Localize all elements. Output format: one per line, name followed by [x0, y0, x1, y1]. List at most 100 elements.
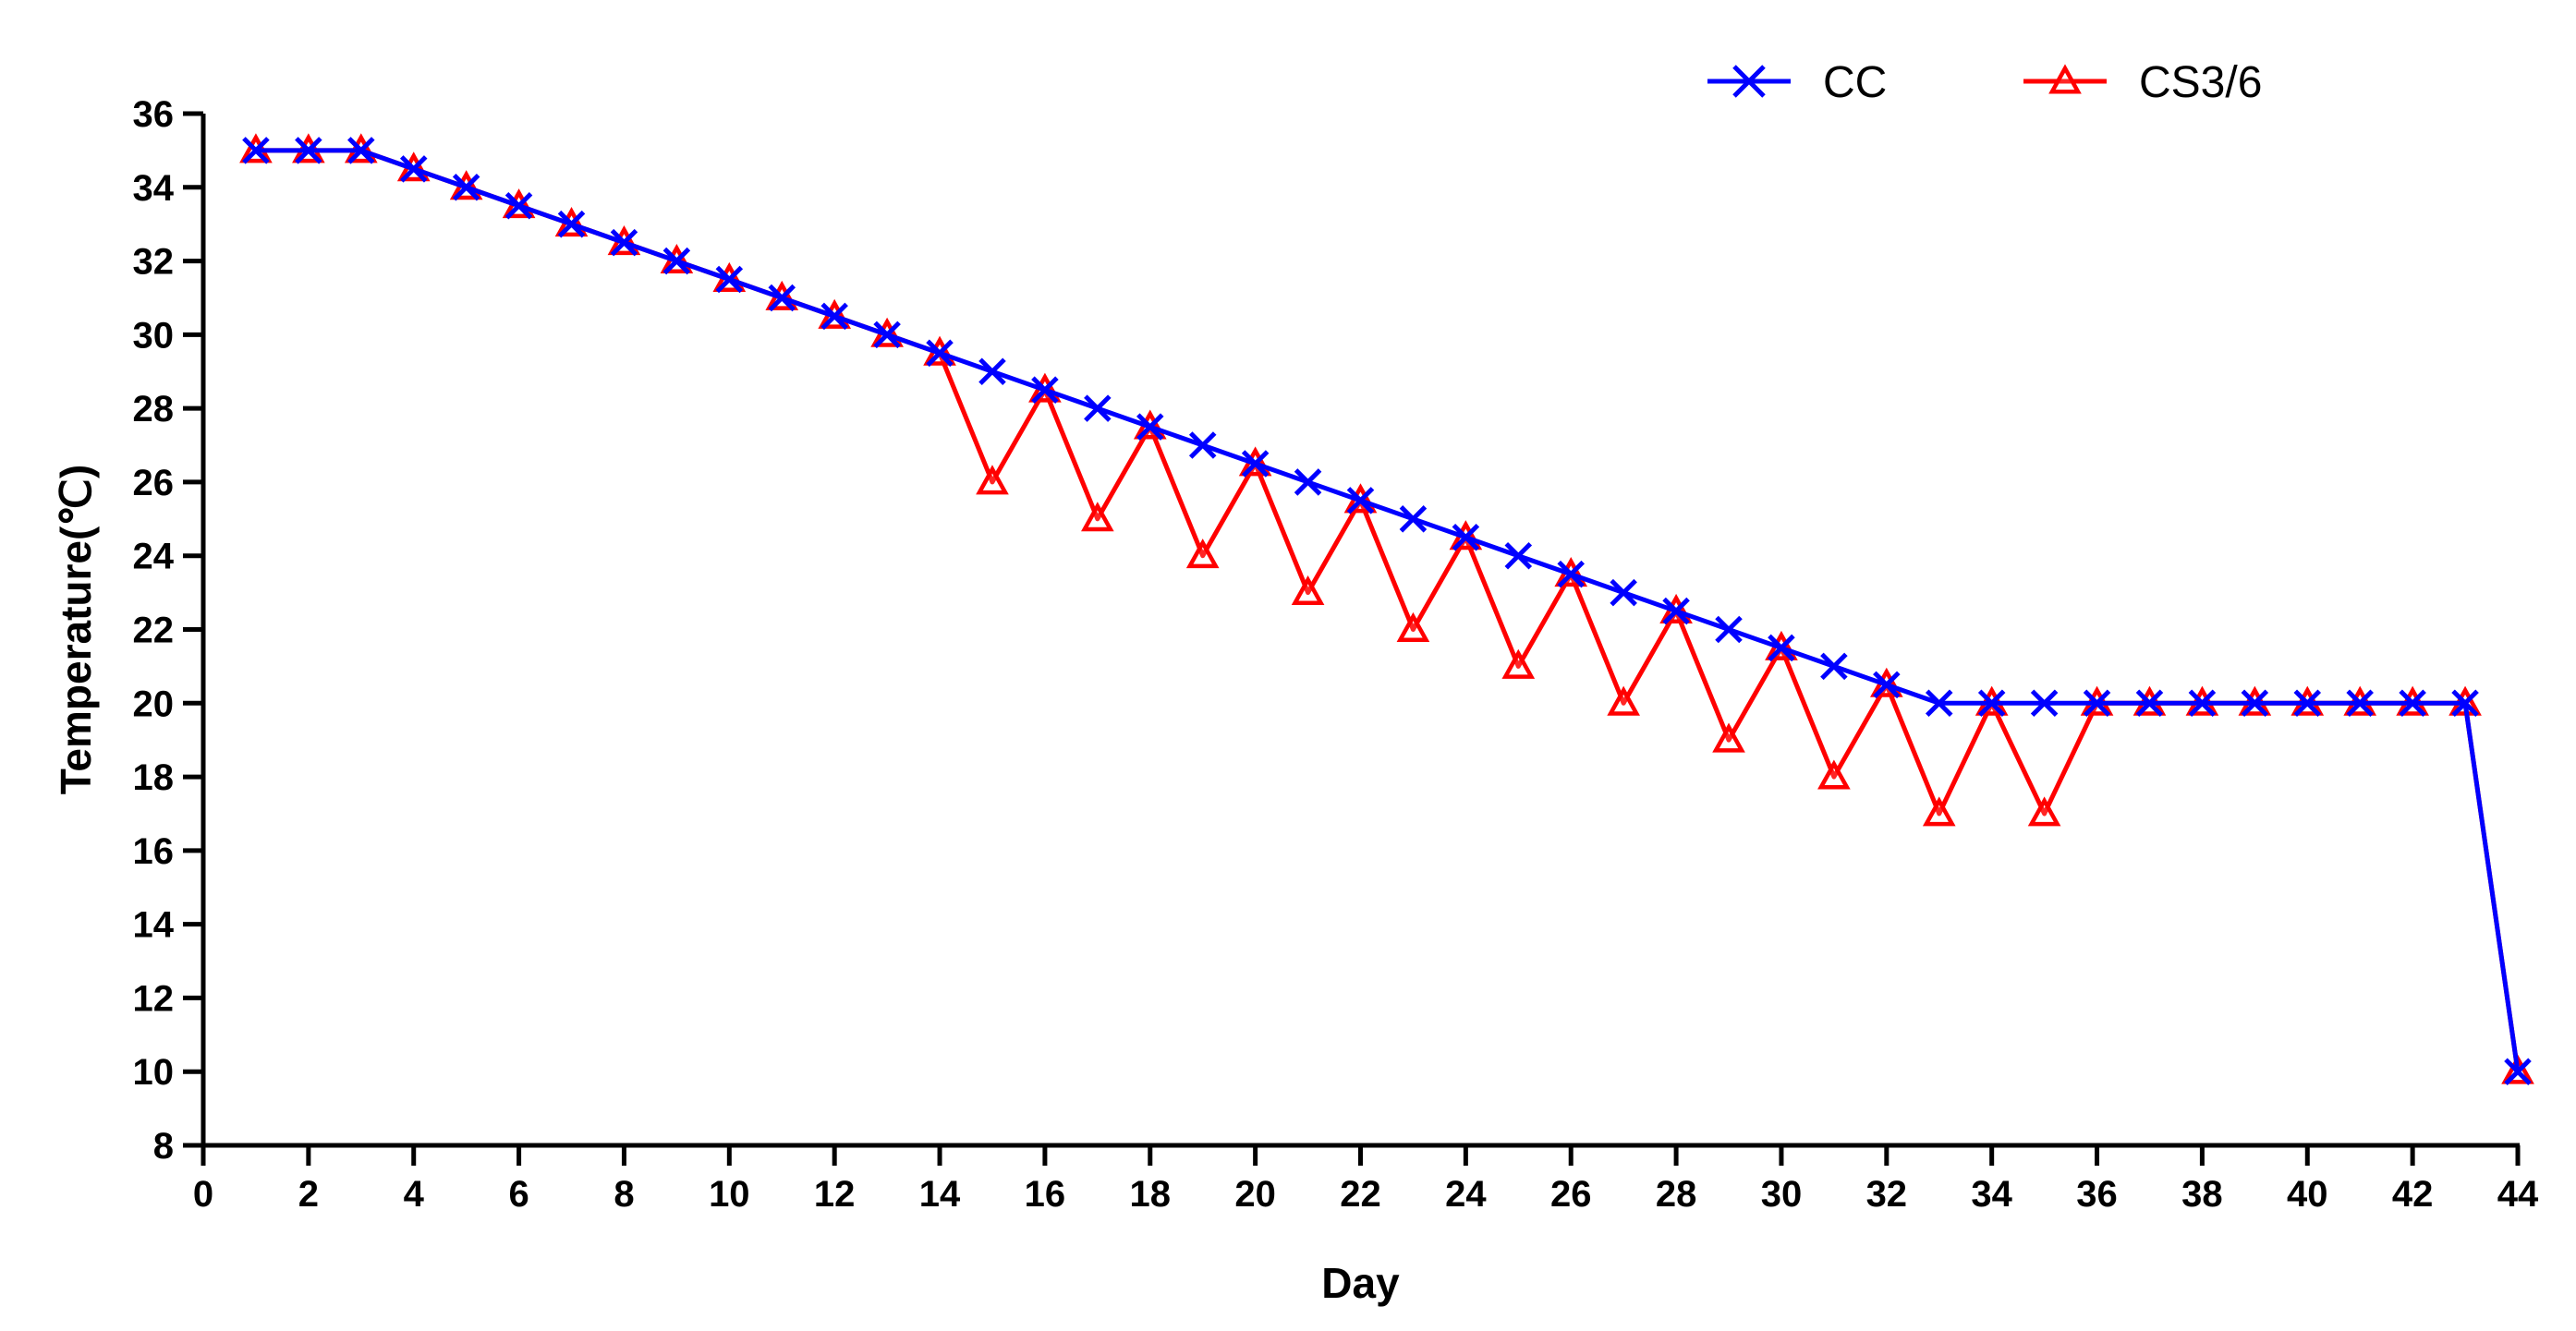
y-tick-label: 10	[133, 1052, 175, 1093]
data-point-cc-stroke-b	[926, 339, 954, 368]
series-layer	[239, 133, 2534, 1085]
data-point-cc-stroke-b	[2451, 689, 2479, 718]
data-point-cc-stroke-b	[295, 137, 322, 164]
data-point-cc-stroke-b	[2030, 689, 2059, 718]
data-point-cc	[715, 265, 744, 294]
data-point-cc	[820, 302, 848, 331]
data-point-cs3-6	[1081, 502, 1114, 532]
data-point-cc-stroke-b	[978, 357, 1006, 386]
data-point-cc	[2451, 689, 2479, 718]
x-tick-label: 24	[1445, 1174, 1487, 1215]
data-point-cc	[2083, 689, 2111, 718]
data-point-cc	[1452, 524, 1480, 551]
data-point-cc-stroke-b	[820, 302, 848, 331]
x-tick-label: 28	[1656, 1174, 1697, 1215]
x-tick-label: 44	[2497, 1174, 2539, 1215]
data-point-cc-stroke-b	[1925, 689, 1953, 718]
data-point-cc	[1031, 376, 1059, 404]
data-point-cs3-6	[2027, 796, 2061, 827]
data-point-cc-stroke-b	[610, 228, 638, 257]
data-point-cc-stroke-b	[1452, 524, 1480, 551]
data-point-cc-stroke-b	[2399, 689, 2426, 718]
data-point-cc	[2188, 689, 2217, 718]
legend-marker-cc	[1732, 65, 1766, 98]
data-point-cc	[504, 191, 533, 220]
data-point-cc	[1136, 413, 1164, 441]
data-point-cs3-6	[1185, 538, 1220, 569]
data-point-cs3-6	[1396, 611, 1430, 642]
data-point-cc	[1188, 431, 1217, 459]
data-point-cc	[2030, 689, 2059, 718]
data-point-cs3-6	[1607, 685, 1640, 716]
data-point-cc-stroke-b	[1715, 615, 1743, 644]
legend-label-cc: CC	[1823, 58, 1887, 107]
data-point-cc-stroke-b	[1977, 689, 2006, 718]
x-tick-label: 4	[404, 1174, 425, 1215]
data-point-cc-stroke-b	[347, 137, 375, 164]
data-point-cc-stroke-b	[557, 210, 586, 238]
data-point-cc	[2504, 1058, 2532, 1085]
data-point-cc-stroke-b	[768, 284, 796, 312]
x-tick-label: 34	[1971, 1174, 2012, 1215]
data-point-cc-stroke-b	[2188, 689, 2217, 718]
data-point-cc	[2346, 689, 2374, 718]
legend-marker-cs3-6	[2048, 64, 2082, 94]
data-point-cs3-6	[976, 465, 1009, 495]
x-tick-label: 0	[193, 1174, 213, 1215]
data-point-cc	[1294, 468, 1322, 496]
data-point-cc-stroke-b	[1557, 560, 1585, 588]
data-point-cc	[1715, 615, 1743, 644]
legend-marker-cc-stroke-b	[1732, 65, 1766, 98]
data-point-cc-stroke-b	[399, 155, 428, 183]
data-point-cc	[1662, 597, 1690, 625]
axes: 0 2 4 6 8 10 12 14 16 18 20 22 24 26 28 30 32 34 36 38 40 42 4…	[133, 94, 2539, 1215]
x-tick-label: 32	[1866, 1174, 1908, 1215]
x-tick-label: 2	[298, 1174, 319, 1215]
y-tick-label: 36	[133, 94, 175, 135]
series-cc	[242, 137, 2532, 1085]
y-tick-label: 26	[133, 463, 175, 503]
data-point-cc	[1241, 450, 1270, 478]
data-point-cc-stroke-b	[2504, 1058, 2532, 1085]
y-tick-label: 20	[133, 684, 175, 724]
data-point-cc	[662, 247, 691, 275]
data-point-cc-stroke-b	[2346, 689, 2374, 718]
y-tick-label: 34	[133, 168, 175, 209]
series-cs3-6	[239, 133, 2534, 1084]
data-point-cc	[1977, 689, 2006, 718]
x-tick-label: 10	[709, 1174, 750, 1215]
x-tick-label: 42	[2392, 1174, 2434, 1215]
data-point-cc	[399, 155, 428, 183]
data-point-cc-stroke-b	[1031, 376, 1059, 404]
data-point-cc-stroke-b	[1504, 541, 1533, 570]
x-tick-label: 14	[919, 1174, 961, 1215]
legend-label-cs3-6: CS3/6	[2139, 58, 2262, 107]
data-point-cc-stroke-b	[504, 191, 533, 220]
x-tick-label: 12	[814, 1174, 856, 1215]
y-tick-label: 12	[133, 978, 175, 1019]
data-point-cc	[242, 137, 270, 164]
data-point-cc	[1925, 689, 1953, 718]
data-point-cs3-6	[1712, 722, 1745, 753]
y-tick-label: 28	[133, 389, 175, 430]
data-point-cc-stroke-b	[1662, 597, 1690, 625]
data-point-cc-stroke-b	[2293, 689, 2322, 718]
y-axis-title: Temperature(℃)	[52, 465, 100, 795]
data-point-cs3-6	[1501, 648, 1536, 679]
x-tick-label: 8	[614, 1174, 634, 1215]
data-point-cs3-6	[1922, 796, 1956, 827]
data-point-cc	[768, 284, 796, 312]
x-tick-label: 38	[2181, 1174, 2223, 1215]
data-point-cc	[557, 210, 586, 238]
data-point-cc-stroke-b	[1136, 413, 1164, 441]
series-line-cs3-6	[255, 148, 2521, 1072]
x-tick-label: 6	[508, 1174, 529, 1215]
data-point-cc	[2399, 689, 2426, 718]
data-point-cc-stroke-b	[1346, 487, 1375, 514]
data-point-cc-stroke-b	[242, 137, 270, 164]
data-point-cc-stroke-b	[2135, 689, 2164, 718]
data-point-cc-stroke-b	[1873, 671, 1901, 699]
data-point-cc-stroke-b	[1084, 394, 1112, 422]
y-tick-label: 18	[133, 757, 175, 798]
